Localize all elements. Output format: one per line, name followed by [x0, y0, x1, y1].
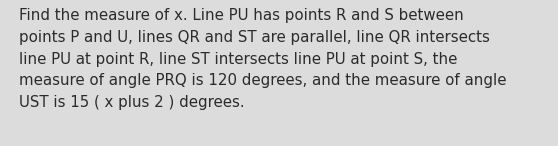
Text: Find the measure of x. Line PU has points R and S between
points P and U, lines : Find the measure of x. Line PU has point…	[19, 8, 506, 110]
